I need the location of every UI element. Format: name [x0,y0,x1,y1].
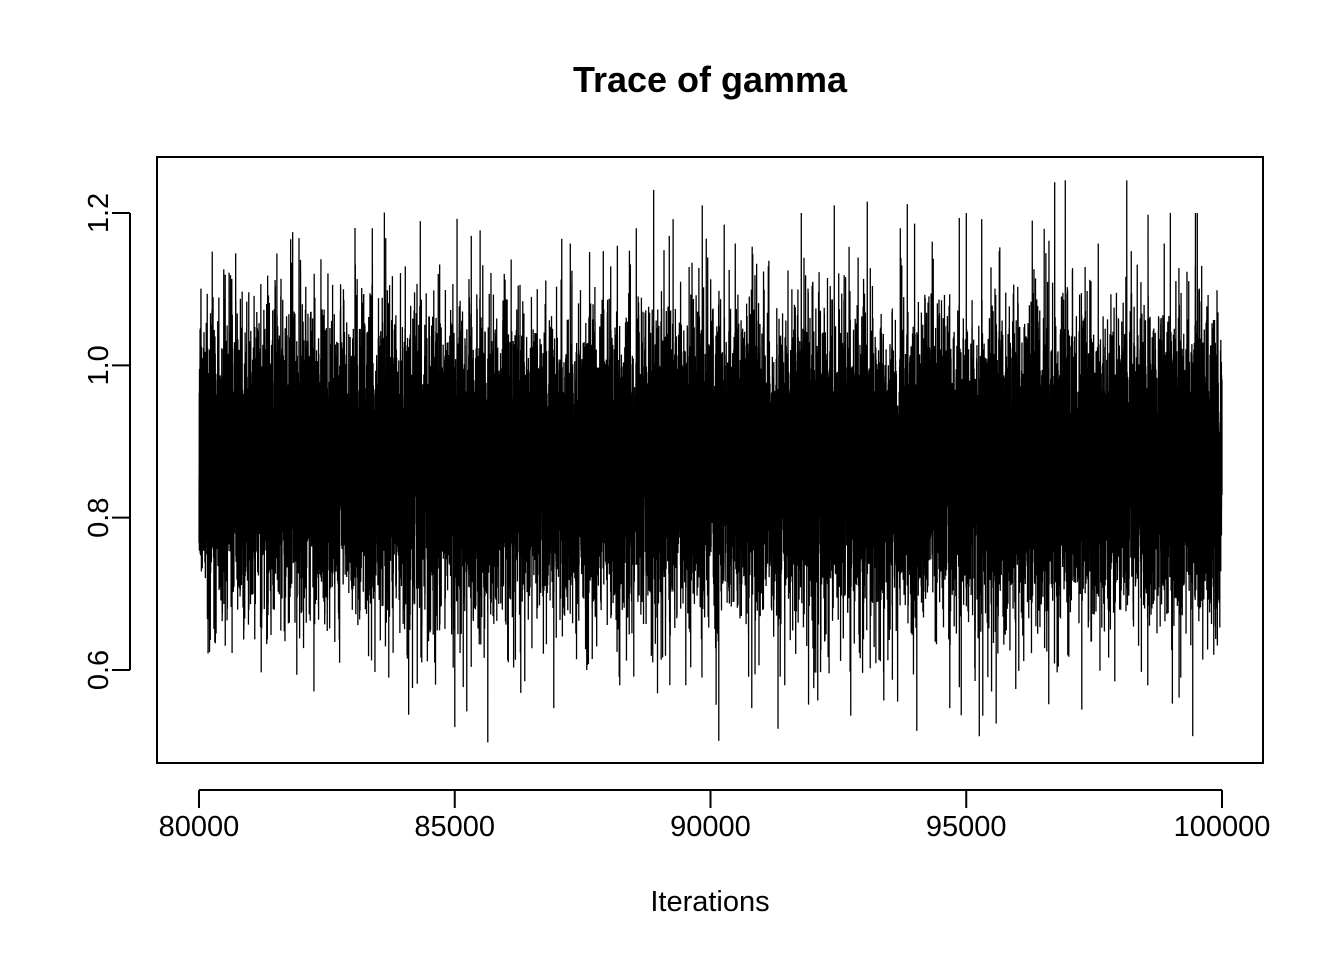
trace-segment [403,218,507,743]
trace-segment [198,232,302,675]
trace-segment [505,238,609,709]
x-tick-label: 80000 [159,811,240,843]
y-tick-label: 0.8 [83,498,115,538]
trace-segment [812,201,916,716]
x-axis-label: Iterations [650,886,769,918]
trace-segment [607,189,712,694]
x-tick-label: 90000 [670,811,751,843]
y-tick-label: 0.6 [83,650,115,690]
trace-series-line [198,180,1223,743]
trace-segment [1016,180,1121,710]
chart-title: Trace of gamma [573,59,848,100]
trace-segment [1119,180,1223,737]
trace-segment [300,212,405,692]
x-axis: 80000 85000 90000 95000 100000 [159,789,1271,843]
plot-box [156,156,1264,764]
trace-segment [709,212,814,741]
x-tick-label: 95000 [926,811,1007,843]
y-tick-label: 1.2 [83,193,115,233]
x-tick-label: 85000 [414,811,495,843]
y-tick-label: 1.0 [83,345,115,385]
x-tick-label: 100000 [1174,811,1271,843]
y-axis: 0.6 0.8 1.0 1.2 [83,193,131,690]
trace-segment [914,212,1019,737]
